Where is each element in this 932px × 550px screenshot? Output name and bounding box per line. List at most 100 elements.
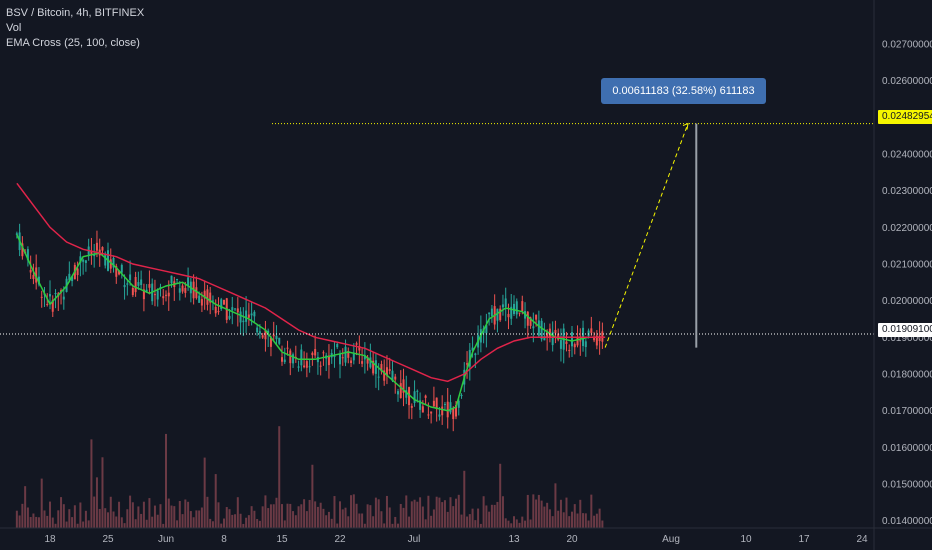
candle-body	[126, 283, 129, 285]
volume-indicator-label[interactable]: Vol	[6, 22, 22, 34]
volume-bar	[449, 497, 452, 528]
y-tick-label: 0.01700000	[882, 406, 932, 417]
volume-bar	[264, 495, 267, 528]
candle-body	[264, 329, 267, 340]
candle-body	[217, 311, 220, 313]
candle-body	[167, 292, 170, 297]
candle-body	[427, 414, 430, 416]
volume-bar	[297, 506, 300, 528]
volume-bar	[493, 504, 496, 528]
volume-bar	[496, 501, 499, 528]
volume-bar	[15, 510, 18, 528]
candle-body	[104, 253, 107, 266]
candle-body	[532, 326, 535, 329]
candle-body	[303, 365, 306, 368]
candle-body	[21, 243, 24, 257]
volume-bar	[430, 515, 433, 528]
candle-body	[339, 354, 341, 365]
volume-bar	[507, 520, 510, 528]
x-tick-label: 8	[221, 534, 227, 545]
x-tick-label: 15	[276, 534, 288, 545]
projection-arrow-line[interactable]	[604, 123, 689, 348]
candle-body	[286, 347, 289, 349]
candle-body	[546, 331, 549, 337]
symbol-title[interactable]: BSV / Bitcoin, 4h, BITFINEX	[6, 7, 145, 19]
candle-body	[35, 267, 38, 283]
candle-body	[435, 397, 438, 410]
candle-body	[220, 299, 223, 310]
volume-bar	[211, 521, 214, 528]
candle-body	[272, 334, 275, 337]
candle-body	[333, 355, 336, 358]
candle-body	[598, 335, 601, 342]
volume-bar	[350, 495, 353, 528]
candle-body	[568, 349, 571, 351]
candle-body	[258, 331, 261, 334]
candle-body	[391, 370, 394, 381]
candle-body	[15, 233, 18, 235]
volume-bar	[405, 495, 408, 528]
volume-bar	[598, 508, 601, 528]
volume-bar	[236, 497, 239, 528]
volume-bar	[40, 478, 43, 528]
volume-bar	[79, 502, 82, 528]
volume-bar	[54, 523, 57, 528]
candle-body	[311, 352, 314, 356]
volume-bar	[573, 504, 576, 528]
volume-bar	[112, 511, 115, 528]
volume-bar	[361, 513, 364, 528]
candle-body	[131, 287, 134, 296]
volume-bar	[90, 439, 93, 528]
volume-bar	[504, 518, 507, 528]
candle-body	[383, 370, 386, 381]
candle-body	[380, 364, 383, 372]
candle-body	[535, 314, 538, 320]
candle-body	[366, 357, 369, 364]
volume-bar	[242, 523, 245, 528]
volume-bar	[513, 516, 515, 528]
volume-bar	[457, 494, 460, 528]
volume-bar	[68, 509, 71, 528]
volume-bar	[410, 501, 413, 528]
volume-bar	[115, 516, 118, 528]
y-tick-label: 0.02600000	[882, 76, 932, 87]
candle-body	[316, 356, 319, 363]
volume-bar	[145, 519, 148, 528]
x-tick-label: 18	[44, 534, 56, 545]
candle-body	[352, 353, 355, 361]
candle-body	[236, 308, 239, 313]
x-tick-label: 25	[102, 534, 114, 545]
x-tick-label: Jun	[158, 534, 174, 545]
candle-body	[579, 340, 582, 342]
candle-body	[109, 259, 112, 269]
volume-bar	[82, 521, 85, 528]
drawing-overlays	[0, 122, 874, 348]
volume-bar	[358, 513, 361, 528]
volume-bar	[60, 497, 63, 528]
ema-cross-indicator-label[interactable]: EMA Cross (25, 100, close)	[6, 37, 140, 49]
volume-bar	[474, 520, 477, 528]
volume-bar	[267, 508, 270, 528]
candle-body	[471, 347, 474, 351]
volume-bar	[587, 520, 590, 528]
volume-bar	[156, 514, 159, 528]
candle-body	[385, 367, 388, 376]
volume-bar	[192, 517, 195, 528]
volume-bar	[206, 496, 209, 528]
candle-body	[521, 301, 524, 312]
candle-body	[223, 299, 225, 305]
candle-body	[40, 296, 43, 298]
volume-bar	[283, 520, 286, 528]
candle-body	[410, 405, 413, 408]
volume-bars	[15, 426, 604, 528]
candle-body	[466, 363, 469, 365]
candle-body	[84, 260, 87, 263]
candle-body	[372, 360, 375, 374]
candle-body	[145, 289, 148, 292]
volume-bar	[51, 517, 54, 528]
volume-bar	[200, 507, 203, 528]
candle-body	[297, 366, 300, 368]
volume-bar	[399, 503, 402, 528]
candle-body	[559, 340, 562, 349]
